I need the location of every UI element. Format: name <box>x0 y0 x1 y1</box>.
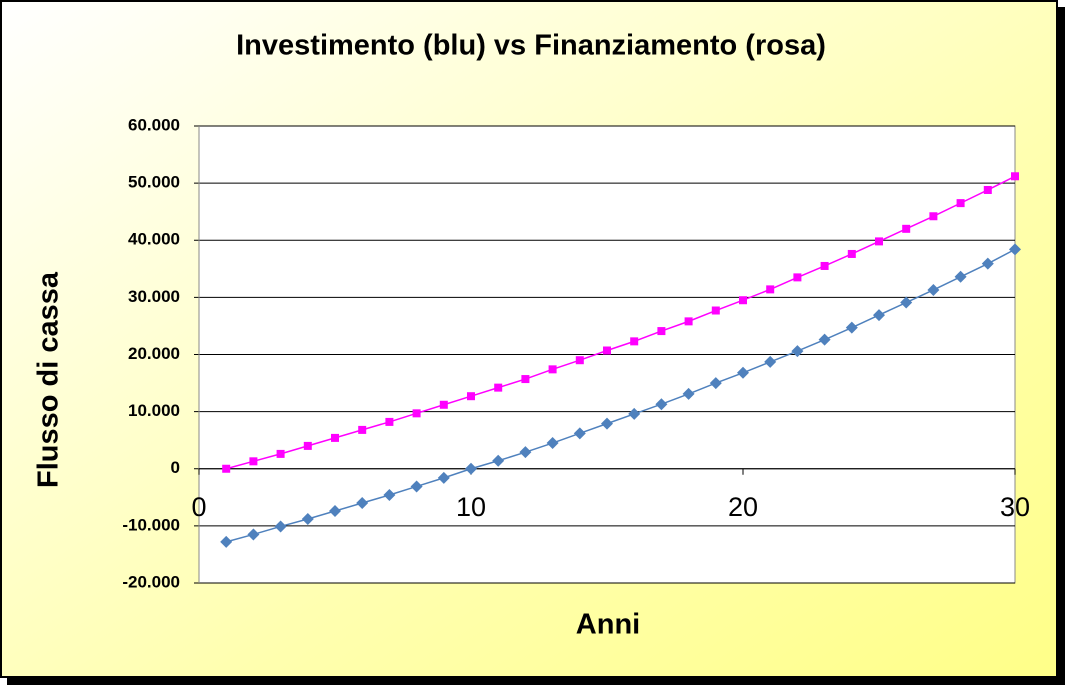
marker <box>737 366 749 379</box>
marker <box>983 185 992 194</box>
marker <box>467 392 475 401</box>
marker <box>764 355 777 368</box>
marker <box>521 375 530 384</box>
y-tick-label: 50.000 <box>128 173 180 192</box>
marker <box>331 433 339 442</box>
marker <box>630 337 639 346</box>
marker <box>847 249 856 258</box>
y-tick-label: -20.000 <box>122 572 180 591</box>
marker <box>657 327 666 336</box>
x-tick-label: 0 <box>191 492 206 522</box>
marker <box>303 441 312 450</box>
marker <box>546 437 559 450</box>
marker <box>791 345 804 358</box>
marker <box>301 513 314 526</box>
marker <box>492 454 505 467</box>
marker <box>494 383 503 392</box>
marker <box>548 365 557 374</box>
y-tick-label: -10.000 <box>122 515 180 534</box>
marker <box>818 333 831 346</box>
marker <box>249 457 258 466</box>
marker <box>601 417 613 430</box>
marker <box>385 417 394 426</box>
x-tick-label: 10 <box>456 492 486 522</box>
y-axis-label: Flusso di cassa <box>33 271 65 488</box>
marker <box>412 409 421 418</box>
marker <box>684 317 693 326</box>
marker <box>766 285 775 294</box>
marker <box>873 309 885 322</box>
marker <box>383 489 396 502</box>
x-tick-label: 30 <box>1000 492 1030 522</box>
marker <box>739 296 747 305</box>
marker <box>465 462 477 475</box>
marker <box>820 261 829 270</box>
marker <box>793 273 802 282</box>
marker <box>628 407 641 420</box>
marker <box>356 497 369 510</box>
marker <box>845 321 858 334</box>
marker <box>981 257 994 270</box>
marker <box>220 535 233 548</box>
y-tick-label: 40.000 <box>128 230 180 249</box>
y-tick-label: 0 <box>171 458 180 477</box>
marker <box>274 520 287 533</box>
marker <box>575 356 584 365</box>
marker <box>276 449 285 458</box>
marker <box>329 505 341 518</box>
marker <box>358 425 367 434</box>
marker <box>410 480 423 493</box>
marker <box>222 464 231 473</box>
marker <box>655 398 668 411</box>
marker <box>902 224 911 233</box>
marker <box>929 212 938 221</box>
marker <box>1009 243 1021 256</box>
marker <box>900 296 913 309</box>
marker <box>956 199 965 208</box>
x-axis-label: Anni <box>576 609 640 641</box>
marker <box>1011 172 1019 181</box>
marker <box>247 528 260 541</box>
marker <box>519 446 532 459</box>
marker <box>709 377 722 390</box>
marker <box>711 306 720 315</box>
marker <box>927 283 940 296</box>
y-tick-label: 60.000 <box>128 115 180 134</box>
marker <box>603 346 611 355</box>
y-tick-label: 10.000 <box>128 401 180 420</box>
y-tick-label: 30.000 <box>128 287 180 306</box>
marker <box>875 237 883 246</box>
marker <box>439 400 448 409</box>
marker <box>573 427 586 440</box>
marker <box>682 387 695 400</box>
marker <box>437 471 450 484</box>
marker <box>954 270 967 283</box>
series-line <box>226 175 1016 470</box>
x-tick-label: 20 <box>728 492 758 522</box>
chart-title: Investimento (blu) vs Finanziamento (ros… <box>236 30 826 62</box>
y-tick-label: 20.000 <box>128 344 180 363</box>
